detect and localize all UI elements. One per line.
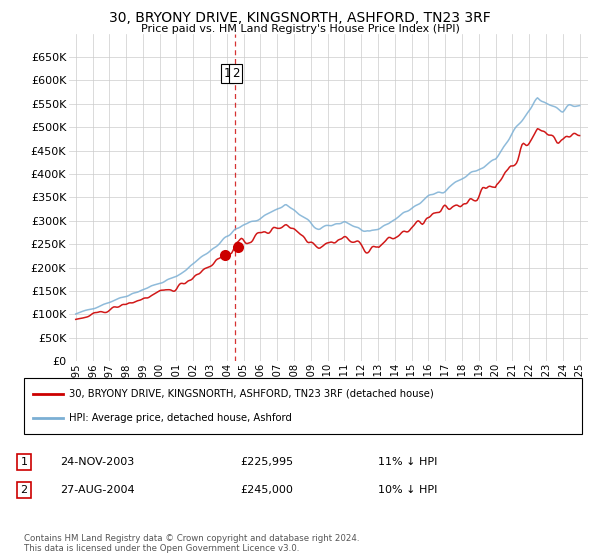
Text: 30, BRYONY DRIVE, KINGSNORTH, ASHFORD, TN23 3RF (detached house): 30, BRYONY DRIVE, KINGSNORTH, ASHFORD, T… xyxy=(69,389,434,399)
Text: £225,995: £225,995 xyxy=(240,457,293,467)
Text: 1: 1 xyxy=(223,67,231,80)
Text: ────  30, BRYONY DRIVE, KINGSNORTH, ASHFORD, TN23 3RF (detached house): ──── 30, BRYONY DRIVE, KINGSNORTH, ASHFO… xyxy=(27,385,415,395)
Text: £245,000: £245,000 xyxy=(240,485,293,495)
Text: 10% ↓ HPI: 10% ↓ HPI xyxy=(378,485,437,495)
Text: 2: 2 xyxy=(232,67,239,80)
Text: 1: 1 xyxy=(20,457,28,467)
Text: 2: 2 xyxy=(20,485,28,495)
Text: HPI: Average price, detached house, Ashford: HPI: Average price, detached house, Ashf… xyxy=(69,413,292,423)
Text: Contains HM Land Registry data © Crown copyright and database right 2024.
This d: Contains HM Land Registry data © Crown c… xyxy=(24,534,359,553)
Text: 24-NOV-2003: 24-NOV-2003 xyxy=(60,457,134,467)
Text: 27-AUG-2004: 27-AUG-2004 xyxy=(60,485,134,495)
Text: Price paid vs. HM Land Registry's House Price Index (HPI): Price paid vs. HM Land Registry's House … xyxy=(140,24,460,34)
Text: 30, BRYONY DRIVE, KINGSNORTH, ASHFORD, TN23 3RF: 30, BRYONY DRIVE, KINGSNORTH, ASHFORD, T… xyxy=(109,11,491,25)
Text: 11% ↓ HPI: 11% ↓ HPI xyxy=(378,457,437,467)
